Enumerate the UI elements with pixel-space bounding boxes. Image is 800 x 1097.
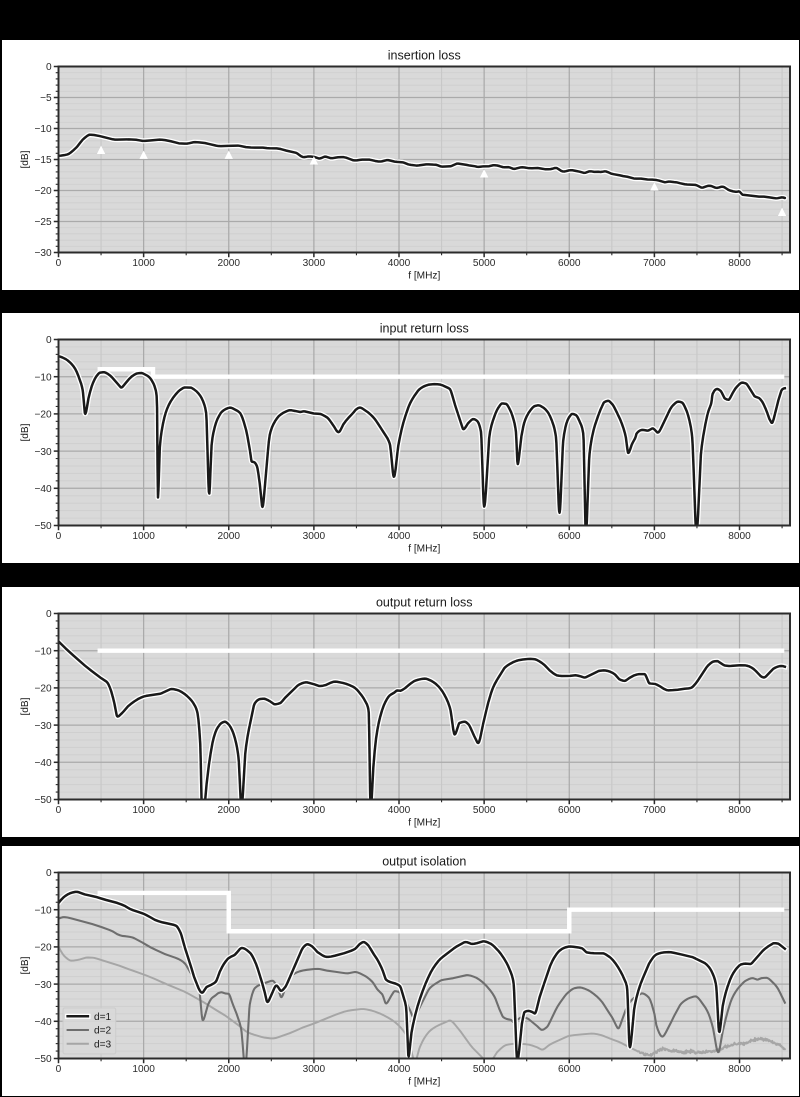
svg-text:1000: 1000 (132, 531, 155, 542)
svg-text:7000: 7000 (643, 805, 666, 816)
svg-text:4000: 4000 (388, 258, 411, 269)
svg-text:2000: 2000 (217, 805, 240, 816)
svg-text:d=1: d=1 (94, 1012, 112, 1023)
svg-text:−50: −50 (35, 795, 53, 806)
svg-text:5000: 5000 (473, 1064, 496, 1075)
svg-text:−30: −30 (35, 447, 53, 458)
svg-text:−30: −30 (35, 721, 53, 732)
svg-text:−20: −20 (35, 943, 53, 954)
svg-text:8000: 8000 (728, 531, 751, 542)
svg-text:0: 0 (56, 1064, 62, 1075)
svg-text:−50: −50 (35, 1054, 53, 1065)
svg-text:8000: 8000 (728, 258, 751, 269)
svg-text:5000: 5000 (473, 258, 496, 269)
svg-text:7000: 7000 (643, 258, 666, 269)
svg-text:4000: 4000 (388, 1064, 411, 1075)
svg-text:−40: −40 (35, 1017, 53, 1028)
svg-text:0: 0 (56, 258, 62, 269)
svg-text:0: 0 (46, 62, 52, 73)
svg-text:−10: −10 (35, 905, 53, 916)
svg-text:−50: −50 (35, 521, 53, 532)
svg-text:insertion loss: insertion loss (388, 48, 461, 62)
svg-text:−30: −30 (35, 980, 53, 991)
svg-text:−20: −20 (35, 684, 53, 695)
svg-text:8000: 8000 (728, 805, 751, 816)
svg-text:2000: 2000 (217, 258, 240, 269)
svg-text:−40: −40 (35, 758, 53, 769)
svg-text:−15: −15 (35, 155, 53, 166)
svg-text:4000: 4000 (388, 531, 411, 542)
svg-text:5000: 5000 (473, 531, 496, 542)
svg-text:output return loss: output return loss (376, 596, 473, 610)
svg-text:−20: −20 (35, 186, 53, 197)
svg-text:−25: −25 (35, 217, 53, 228)
svg-text:f [MHz]: f [MHz] (408, 543, 440, 554)
svg-text:f [MHz]: f [MHz] (408, 817, 440, 828)
svg-text:d=3: d=3 (94, 1039, 112, 1050)
svg-text:6000: 6000 (558, 258, 581, 269)
svg-text:3000: 3000 (303, 1064, 326, 1075)
svg-text:−20: −20 (35, 410, 53, 421)
svg-text:0: 0 (56, 531, 62, 542)
svg-text:[dB]: [dB] (20, 423, 31, 441)
svg-text:2000: 2000 (217, 1064, 240, 1075)
svg-text:[dB]: [dB] (20, 150, 31, 168)
svg-text:3000: 3000 (303, 531, 326, 542)
svg-text:7000: 7000 (643, 531, 666, 542)
svg-text:[dB]: [dB] (20, 956, 31, 974)
svg-text:6000: 6000 (558, 805, 581, 816)
svg-text:3000: 3000 (303, 258, 326, 269)
svg-text:5000: 5000 (473, 805, 496, 816)
svg-text:6000: 6000 (558, 1064, 581, 1075)
svg-text:7000: 7000 (643, 1064, 666, 1075)
svg-text:1000: 1000 (132, 258, 155, 269)
svg-text:f [MHz]: f [MHz] (408, 1076, 440, 1087)
svg-text:−10: −10 (35, 372, 53, 383)
svg-text:0: 0 (46, 868, 52, 879)
svg-text:d=2: d=2 (94, 1026, 112, 1037)
svg-text:4000: 4000 (388, 805, 411, 816)
svg-text:−10: −10 (35, 646, 53, 657)
svg-text:output isolation: output isolation (382, 855, 466, 869)
svg-text:1000: 1000 (132, 805, 155, 816)
svg-text:f [MHz]: f [MHz] (408, 270, 440, 281)
svg-text:input return loss: input return loss (380, 322, 469, 336)
svg-text:[dB]: [dB] (20, 697, 31, 715)
svg-text:8000: 8000 (728, 1064, 751, 1075)
svg-text:2000: 2000 (217, 531, 240, 542)
svg-text:6000: 6000 (558, 531, 581, 542)
svg-text:0: 0 (56, 805, 62, 816)
svg-text:−40: −40 (35, 484, 53, 495)
svg-text:−5: −5 (40, 93, 52, 104)
svg-text:0: 0 (46, 335, 52, 346)
svg-text:−10: −10 (35, 124, 53, 135)
svg-text:1000: 1000 (132, 1064, 155, 1075)
svg-text:−30: −30 (35, 248, 53, 259)
svg-text:0: 0 (46, 609, 52, 620)
svg-text:3000: 3000 (303, 805, 326, 816)
